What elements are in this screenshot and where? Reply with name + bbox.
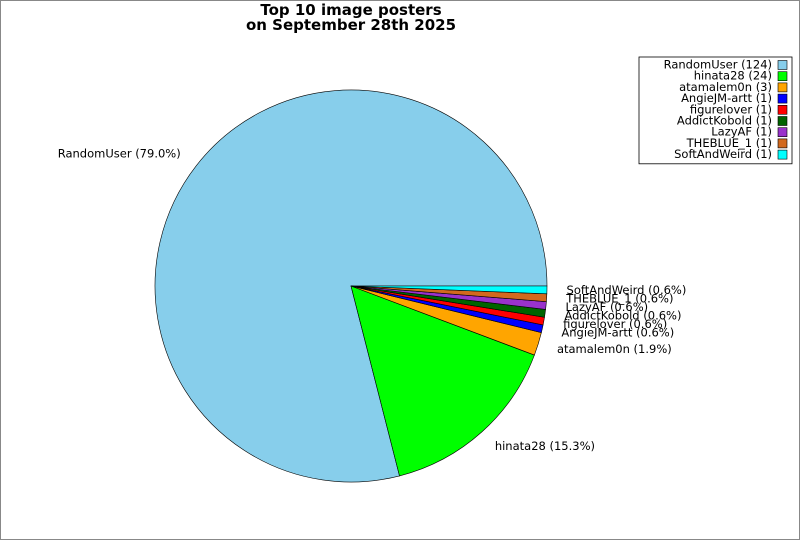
legend-label: figurelover (1) [690,102,772,116]
legend-swatch [777,116,788,126]
legend-label: RandomUser (124) [664,58,772,72]
legend-swatch [777,105,788,115]
legend-swatch [777,149,788,160]
slice-label: AngieJM-artt (0.6%) [561,326,674,340]
legend-label: hinata28 (24) [694,69,772,83]
legend-swatch [777,127,788,137]
legend-swatch [777,60,788,70]
legend-swatch [777,93,788,104]
legend-label: THEBLUE_1 (1) [686,136,772,150]
legend-swatch [777,138,788,149]
slice-label: SoftAndWeird (0.6%) [567,283,687,297]
legend-label: AddictKobold (1) [677,114,772,128]
legend-swatch [777,82,788,93]
slice-label: RandomUser (79.0%) [58,146,181,160]
pie-slice [154,89,548,483]
pie-slice [350,285,548,295]
legend-box [638,56,793,165]
slice-label: atamalem0n (1.9%) [557,342,672,356]
legend-label: LazyAF (1) [711,125,772,139]
slice-label: hinata28 (15.3%) [495,439,595,453]
legend-label: atamalem0n (3) [679,80,772,94]
slice-label: LazyAF (0.6%) [566,300,649,314]
legend-label: AngieJM-artt (1) [681,91,772,105]
slice-label: AddictKobold (0.6%) [564,309,681,323]
chart-title: Top 10 image posters on September 28th 2… [245,1,457,34]
slice-label: THEBLUE_1 (0.6%) [565,291,673,305]
pie-slice [350,285,535,477]
legend-swatch [777,71,788,81]
slice-label: figurelover (0.6%) [563,317,667,331]
legend-label: SoftAndWeird (1) [674,147,772,161]
